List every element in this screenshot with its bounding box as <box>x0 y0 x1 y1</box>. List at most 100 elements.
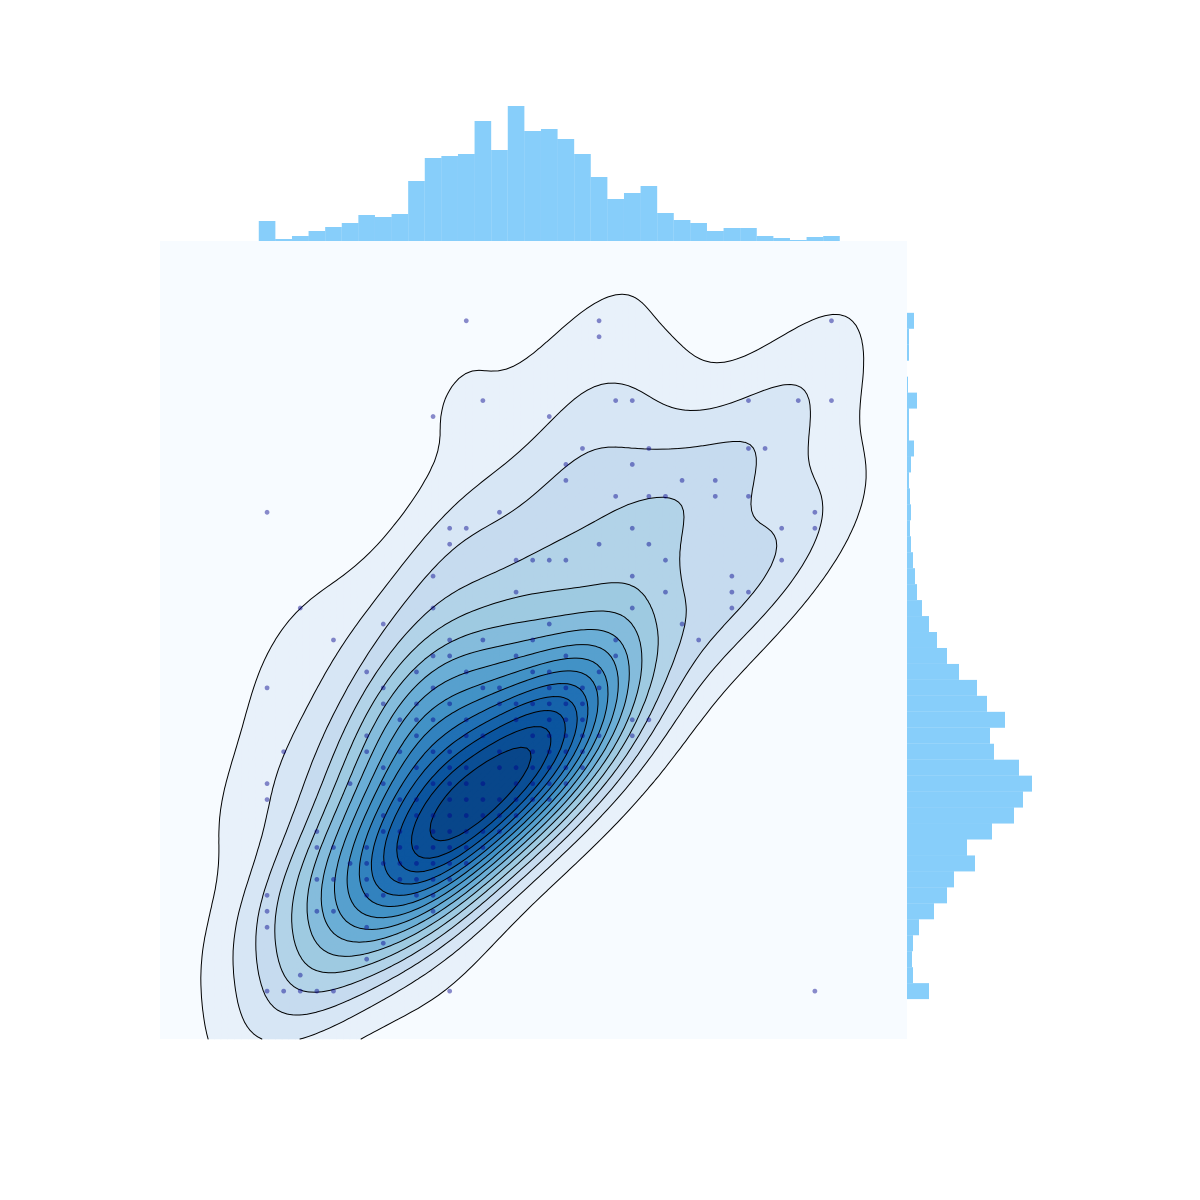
histogram-bar <box>907 711 1005 728</box>
kde-contour <box>291 582 659 974</box>
scatter-point <box>480 637 486 643</box>
scatter-point <box>596 318 602 324</box>
scatter-point <box>297 988 303 994</box>
histogram-bar <box>907 743 994 760</box>
histogram-bar <box>740 228 757 241</box>
scatter-point <box>696 637 702 643</box>
scatter-point <box>546 765 552 771</box>
histogram-bar <box>640 186 658 241</box>
histogram-bar <box>907 536 911 553</box>
scatter-point <box>497 685 502 691</box>
histogram-bar <box>907 807 1014 824</box>
histogram-bar <box>607 199 624 241</box>
scatter-point <box>530 637 536 643</box>
scatter-point <box>414 733 419 739</box>
scatter-point <box>447 541 453 547</box>
scatter-point <box>530 781 536 787</box>
scatter-point <box>497 509 502 515</box>
histogram-bar <box>590 177 608 241</box>
scatter-point <box>264 781 270 787</box>
scatter-point <box>447 845 453 850</box>
scatter-point <box>530 557 536 563</box>
histogram-bar <box>907 520 910 537</box>
histogram-bar <box>258 221 276 241</box>
scatter-point <box>364 892 370 898</box>
scatter-point <box>513 813 519 818</box>
scatter-point <box>580 701 585 707</box>
histogram-bar <box>907 855 975 872</box>
histogram-bar <box>907 584 917 601</box>
scatter-point <box>629 605 635 611</box>
histogram-bar <box>907 504 911 521</box>
scatter-point <box>563 557 569 563</box>
scatter-point <box>812 988 818 994</box>
scatter-point <box>447 813 453 818</box>
scatter-point <box>331 845 336 850</box>
scatter-point <box>430 685 436 691</box>
scatter-point <box>414 701 419 707</box>
scatter-point <box>580 765 585 771</box>
scatter-point <box>430 892 436 898</box>
scatter-point <box>380 892 386 898</box>
scatter-point <box>563 781 569 787</box>
histogram-bar <box>907 647 947 664</box>
scatter-point <box>513 589 519 595</box>
scatter-point <box>380 813 386 818</box>
histogram-bar <box>907 871 954 888</box>
scatter-point <box>463 525 469 531</box>
scatter-point <box>397 797 403 802</box>
histogram-bar <box>907 472 909 489</box>
scatter-point <box>364 749 370 755</box>
histogram-bar <box>907 919 919 936</box>
scatter-point <box>497 749 502 755</box>
histogram-bar <box>690 223 707 241</box>
histogram-bar <box>907 727 990 744</box>
scatter-point <box>596 669 602 675</box>
scatter-point <box>497 797 502 802</box>
scatter-point <box>546 733 552 739</box>
histogram-bar <box>491 150 508 241</box>
scatter-point <box>613 493 619 499</box>
histogram-bar <box>540 129 558 241</box>
scatter-point <box>480 398 486 403</box>
histogram-bar <box>706 231 724 241</box>
scatter-point <box>497 813 502 818</box>
scatter-point <box>779 525 785 531</box>
histogram-bar <box>907 823 992 840</box>
scatter-point <box>663 493 668 499</box>
scatter-point <box>414 813 419 818</box>
histogram-bar <box>907 376 908 393</box>
scatter-point <box>746 398 751 403</box>
histogram-bar <box>907 983 929 1000</box>
kde-contour <box>383 696 578 885</box>
scatter-point <box>663 589 668 595</box>
scatter-point <box>829 318 834 324</box>
scatter-point <box>364 956 370 962</box>
scatter-point <box>729 573 735 579</box>
scatter-point <box>463 669 469 675</box>
scatter-point <box>613 398 619 403</box>
histogram-bar <box>408 181 425 241</box>
scatter-point <box>563 733 569 739</box>
scatter-point <box>281 988 287 994</box>
histogram-bar <box>907 887 947 904</box>
histogram-bar <box>907 663 959 680</box>
scatter-point <box>380 829 386 834</box>
histogram-bar <box>907 951 912 968</box>
scatter-point <box>746 589 751 595</box>
scatter-point <box>364 861 370 866</box>
scatter-point <box>463 318 469 324</box>
scatter-point <box>430 829 436 834</box>
scatter-point <box>314 845 320 850</box>
scatter-point <box>812 525 818 531</box>
histogram-bar <box>623 193 641 241</box>
scatter-point <box>347 861 353 866</box>
scatter-point <box>447 749 453 755</box>
scatter-point <box>463 845 469 850</box>
histogram-bar <box>524 131 541 241</box>
scatter-point <box>414 797 419 802</box>
scatter-point <box>580 733 585 739</box>
scatter-point <box>629 717 635 723</box>
scatter-point <box>331 637 336 643</box>
scatter-point <box>414 669 419 675</box>
